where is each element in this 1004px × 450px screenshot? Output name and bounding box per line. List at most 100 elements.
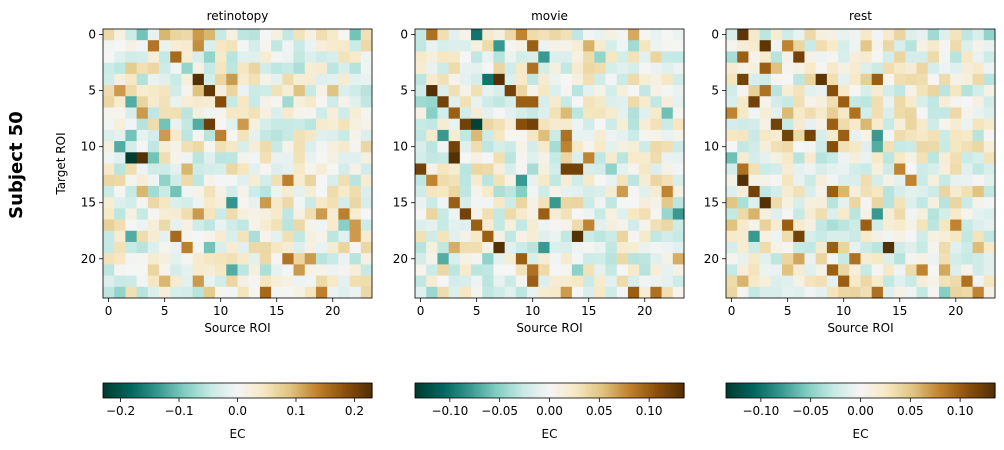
heatmap-cell xyxy=(315,253,328,265)
heatmap-cell xyxy=(972,253,985,265)
colorbar-segment xyxy=(668,383,672,398)
heatmap-cell xyxy=(226,286,238,299)
heatmap-cell xyxy=(248,85,261,97)
heatmap-cell xyxy=(616,51,629,64)
heatmap-cell xyxy=(282,118,295,131)
colorbar-segment xyxy=(587,383,591,398)
heatmap-cell xyxy=(114,163,126,176)
colorbar-segment xyxy=(900,383,904,398)
heatmap-cell xyxy=(815,51,828,64)
heatmap-cell xyxy=(571,85,584,97)
heatmap-cell xyxy=(349,62,362,75)
heatmap-cell xyxy=(527,51,539,64)
colorbar-segment xyxy=(221,383,225,398)
heatmap-cell xyxy=(237,197,250,209)
colorbar-segment xyxy=(103,383,106,398)
heatmap-cell xyxy=(226,253,238,265)
colorbar-segment xyxy=(885,383,888,398)
heatmap-cell xyxy=(804,62,817,75)
colorbar-segment xyxy=(248,383,252,398)
heatmap-cell xyxy=(905,230,918,243)
heatmap-cell xyxy=(650,51,663,64)
heatmap-cell xyxy=(860,152,873,164)
heatmap-cell xyxy=(826,185,839,198)
heatmap-cell xyxy=(639,253,651,265)
colorbar-segment xyxy=(972,383,976,398)
heatmap-cell xyxy=(972,219,985,232)
heatmap-cell xyxy=(159,275,171,288)
heatmap-cell xyxy=(136,51,149,64)
heatmap-cell xyxy=(961,230,974,243)
heatmap-cell xyxy=(849,96,861,108)
heatmap-cell xyxy=(538,208,550,221)
heatmap-cell xyxy=(338,230,351,243)
heatmap-cell xyxy=(315,185,328,198)
heatmap-cell xyxy=(237,29,250,41)
heatmap-cell xyxy=(504,96,517,108)
heatmap-cell xyxy=(527,152,539,164)
colorbar-segment xyxy=(880,383,884,398)
heatmap-cell xyxy=(360,96,373,108)
heatmap-cell xyxy=(594,253,607,265)
heatmap-cell xyxy=(482,152,494,164)
heatmap-cell xyxy=(349,197,362,209)
heatmap-cell xyxy=(448,152,461,164)
heatmap-cell xyxy=(748,40,761,52)
heatmap-cell xyxy=(136,96,149,108)
heatmap-cell xyxy=(282,185,295,198)
heatmap-cell xyxy=(360,241,373,254)
heatmap-cell xyxy=(804,107,817,120)
heatmap-cell xyxy=(103,141,115,153)
heatmap-cell xyxy=(147,174,160,187)
heatmap-cell xyxy=(894,152,906,164)
colorbar-segment xyxy=(201,383,205,398)
heatmap-cell xyxy=(315,129,328,142)
heatmap-cell xyxy=(804,129,817,142)
colorbar-segment xyxy=(963,383,967,398)
heatmap-cell xyxy=(571,230,584,243)
heatmap-cell xyxy=(860,163,873,176)
heatmap-cell xyxy=(793,185,805,198)
colorbar-segment xyxy=(300,383,304,398)
heatmap-cell xyxy=(737,96,749,108)
colorbar-segment xyxy=(871,383,875,398)
heatmap-cell xyxy=(482,230,494,243)
heatmap-cell xyxy=(804,96,817,108)
colorbar-segment xyxy=(125,383,129,398)
heatmap-cell xyxy=(114,286,126,299)
heatmap-cell xyxy=(759,163,772,176)
heatmap-cell xyxy=(726,40,738,52)
heatmap-cell xyxy=(916,264,929,277)
heatmap-cell xyxy=(338,73,351,86)
heatmap-cell xyxy=(192,197,205,209)
heatmap-cell xyxy=(215,152,227,164)
heatmap-cell xyxy=(583,141,595,153)
heatmap-cell xyxy=(815,163,828,176)
colorbar-tick-label: 0.10 xyxy=(636,404,663,418)
heatmap-cell xyxy=(203,85,216,97)
heatmap-cell xyxy=(293,241,306,254)
heatmap-cell xyxy=(826,85,839,97)
heatmap-cell xyxy=(493,129,506,142)
heatmap-cell xyxy=(972,208,985,221)
heatmap-cell xyxy=(871,253,884,265)
heatmap-cell xyxy=(748,264,761,277)
heatmap-cell xyxy=(248,62,261,75)
heatmap-cell xyxy=(304,62,317,75)
colorbar-segment xyxy=(145,383,149,398)
heatmap-cell xyxy=(237,51,250,64)
colorbar-segment xyxy=(253,383,257,398)
heatmap-cell xyxy=(748,253,761,265)
colorbar-segment xyxy=(663,383,667,398)
heatmap-cell xyxy=(515,197,528,209)
heatmap-cell xyxy=(639,118,651,131)
heatmap-cell xyxy=(125,208,138,221)
heatmap-cell xyxy=(815,219,828,232)
heatmap-cell xyxy=(726,163,738,176)
heatmap-cell xyxy=(147,85,160,97)
heatmap-cell xyxy=(838,85,850,97)
colorbar-segment xyxy=(571,383,575,398)
colorbar-segment xyxy=(136,383,140,398)
heatmap-cell xyxy=(583,264,595,277)
heatmap-cell xyxy=(448,141,461,153)
